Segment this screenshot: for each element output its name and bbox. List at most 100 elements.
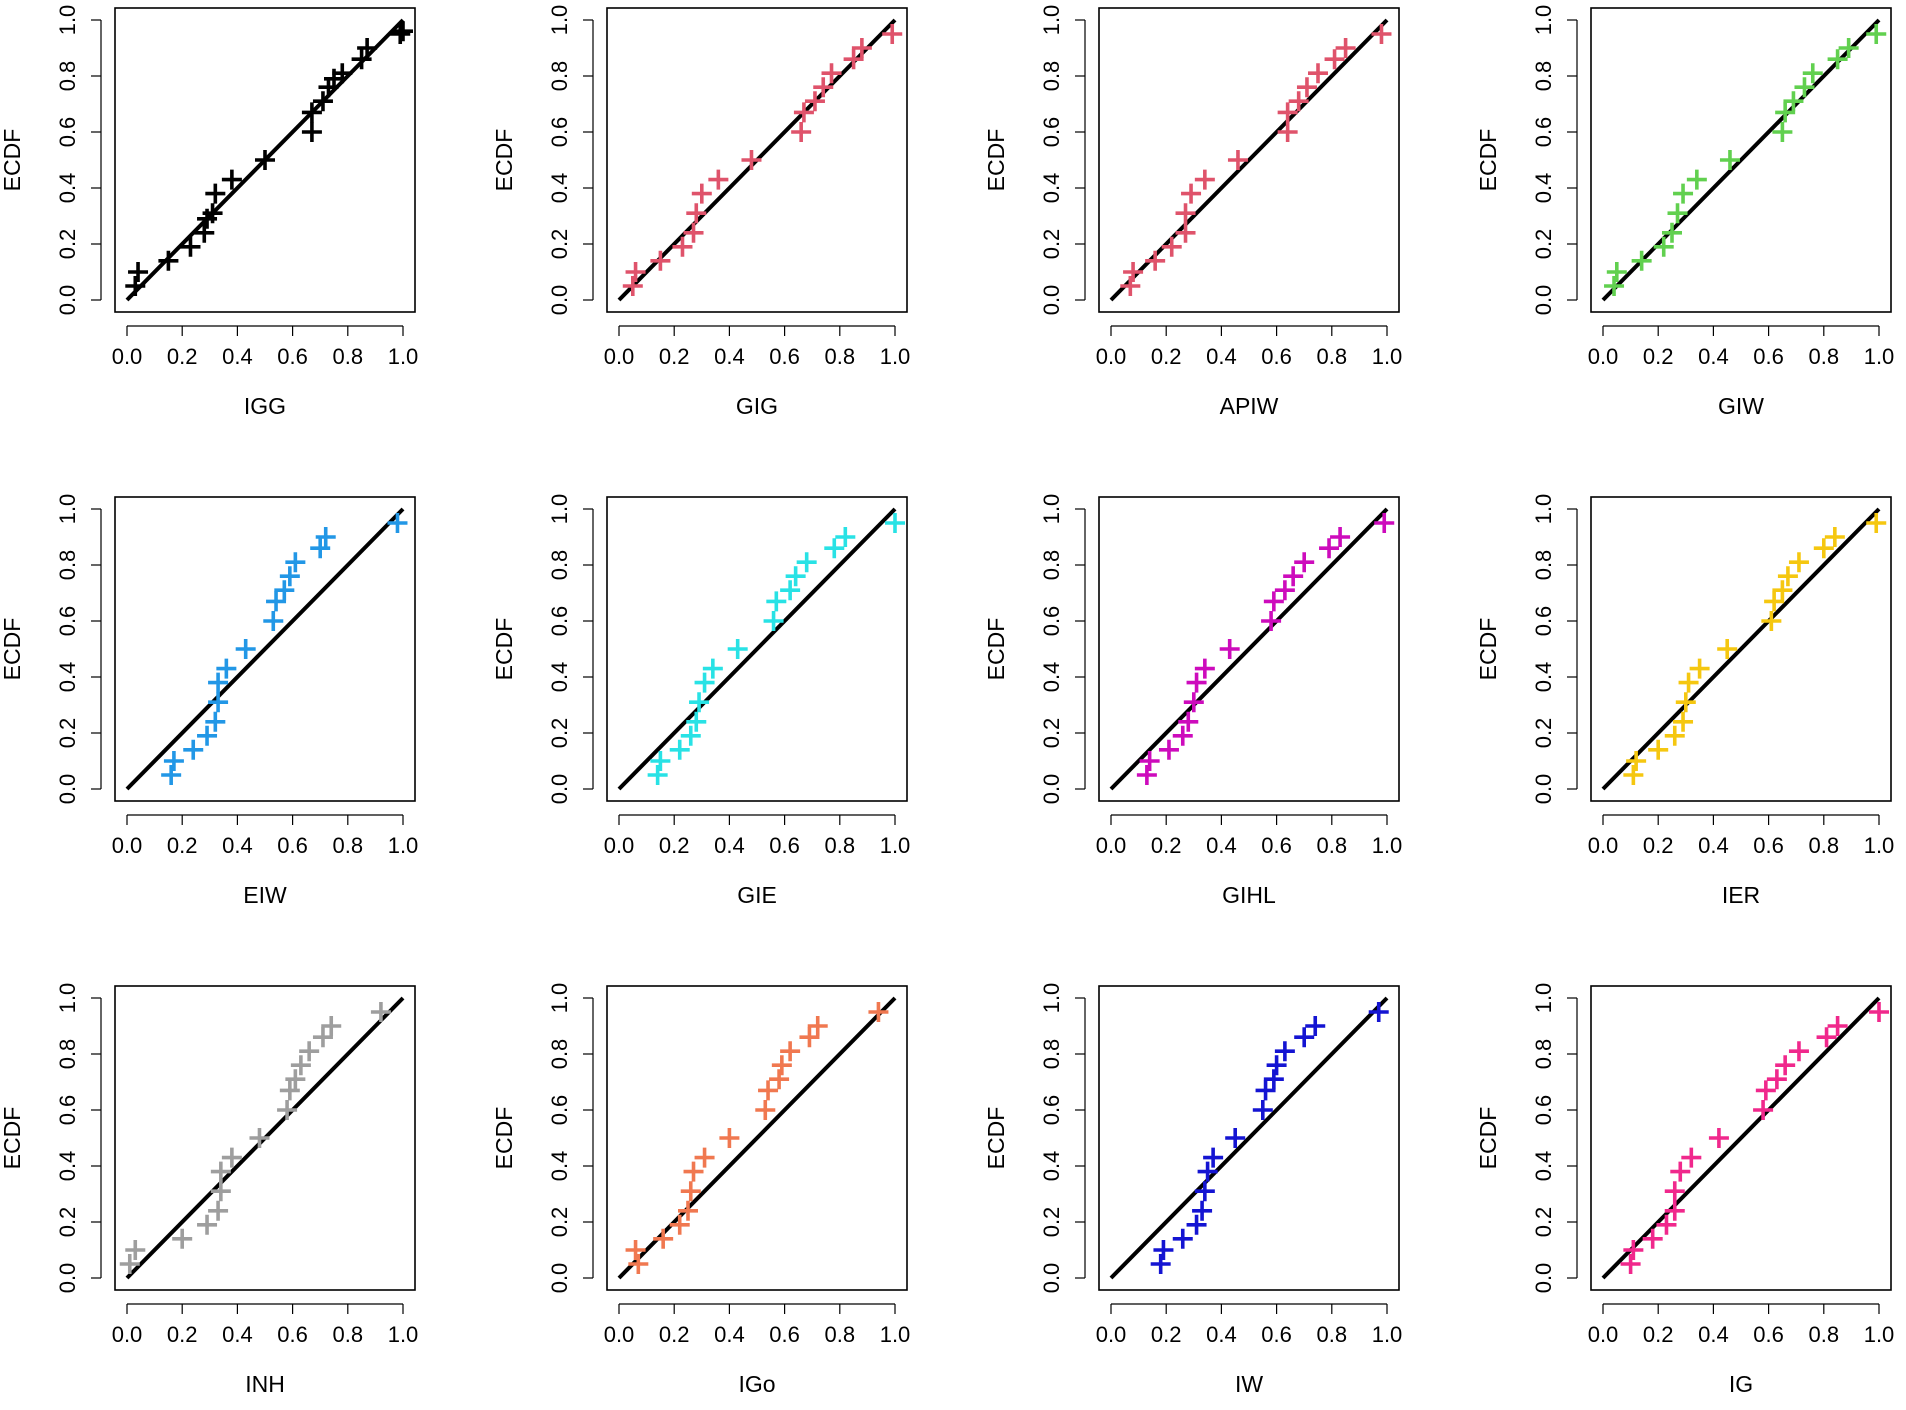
data-point: [274, 580, 295, 601]
y-tick-label: 0.8: [55, 61, 80, 92]
data-point: [1194, 1181, 1215, 1202]
plot-frame: [606, 496, 908, 802]
x-tick-label: 0.6: [769, 1322, 800, 1347]
data-point: [351, 49, 372, 70]
data-point: [1139, 751, 1160, 771]
data-point: [763, 611, 784, 631]
data-point: [357, 38, 378, 58]
y-axis-label: ECDF: [983, 1107, 1009, 1170]
panel-inh: 0.0 0.2 0.4 0.6 0.8 1.0 INH 0.0 0.2 0.4 0.6 0.8 1.0 E…: [0, 983, 418, 1397]
data-point: [694, 1147, 715, 1168]
data-point: [672, 236, 693, 257]
data-point: [1623, 765, 1644, 785]
y-tick-label: 0.4: [1531, 173, 1556, 204]
x-tick-label: 0.2: [1151, 833, 1182, 858]
x-tick-label: 0.6: [769, 344, 800, 369]
x-tick-label: 0.6: [1261, 344, 1292, 369]
reference-line: [617, 996, 897, 1280]
data-point: [1274, 1041, 1295, 1062]
data-point: [1266, 1055, 1287, 1076]
data-point: [1305, 1016, 1326, 1036]
data-point: [1775, 102, 1796, 123]
data-point: [208, 672, 229, 693]
x-tick-label: 0.8: [1317, 1322, 1348, 1347]
data-point: [1194, 658, 1215, 679]
y-tick-label: 1.0: [1531, 5, 1556, 36]
x-tick-label: 0.8: [333, 344, 364, 369]
x-tick-label: 0.0: [1588, 344, 1619, 369]
y-tick-label: 0.2: [55, 718, 80, 749]
data-point: [1670, 1161, 1691, 1182]
y-tick-label: 0.2: [547, 718, 572, 749]
data-point: [1673, 711, 1694, 732]
data-point: [1153, 1240, 1174, 1260]
data-point: [1255, 1080, 1276, 1101]
data-point: [1175, 203, 1196, 224]
data-point: [1869, 1002, 1889, 1022]
reference-line: [1109, 996, 1389, 1280]
data-point: [821, 63, 842, 84]
y-tick-label: 0.8: [55, 550, 80, 581]
x-tick-label: 1.0: [388, 1322, 419, 1347]
x-tick-label: 1.0: [1864, 1322, 1895, 1347]
y-tick-label: 1.0: [55, 983, 80, 1014]
reference-line: [125, 507, 405, 791]
y-axis-label: ECDF: [983, 618, 1009, 681]
y-tick-label: 0.2: [547, 229, 572, 260]
data-point: [1648, 739, 1669, 760]
reference-line: [1109, 18, 1389, 302]
x-tick-label: 0.2: [1151, 344, 1182, 369]
x-tick-label: 0.6: [1261, 1322, 1292, 1347]
data-point: [680, 1181, 701, 1202]
data-point: [702, 658, 723, 679]
data-point: [387, 513, 408, 533]
data-point: [1158, 739, 1179, 760]
y-tick-label: 0.2: [1531, 229, 1556, 260]
data-point: [686, 711, 707, 732]
data-point: [1371, 24, 1392, 44]
panel-apiw: 0.0 0.2 0.4 0.6 0.8 1.0 APIW 0.0 0.2 0.4 0.6 0.8 1.0…: [983, 5, 1402, 419]
y-tick-label: 0.0: [1039, 1263, 1064, 1294]
data-point: [766, 591, 787, 612]
y-tick-label: 0.2: [1039, 1207, 1064, 1238]
x-tick-label: 0.0: [1096, 344, 1127, 369]
data-point: [1653, 236, 1674, 257]
data-point: [1263, 591, 1284, 612]
data-point: [285, 552, 306, 573]
data-point: [1225, 1128, 1246, 1148]
data-point: [1775, 1055, 1796, 1076]
x-tick-label: 0.6: [1753, 344, 1784, 369]
y-tick-label: 0.6: [55, 606, 80, 637]
panel-iw: 0.0 0.2 0.4 0.6 0.8 1.0 IW 0.0 0.2 0.4 0.6 0.8 1.0 EC…: [983, 983, 1402, 1397]
data-point: [301, 102, 322, 123]
y-tick-label: 1.0: [1039, 494, 1064, 525]
y-axis-label: ECDF: [0, 129, 25, 192]
data-point: [1753, 1100, 1774, 1120]
x-tick-label: 0.8: [1317, 833, 1348, 858]
data-point: [1606, 262, 1627, 282]
x-tick-label: 0.2: [659, 833, 690, 858]
data-point: [163, 751, 184, 771]
x-tick-label: 0.8: [1809, 1322, 1840, 1347]
data-point: [1766, 1069, 1787, 1090]
panel-eiw: 0.0 0.2 0.4 0.6 0.8 1.0 EIW 0.0 0.2 0.4 0.6 0.8 1.0 E…: [0, 494, 418, 908]
data-point: [1319, 538, 1340, 559]
data-point: [824, 538, 845, 559]
data-point: [628, 1254, 649, 1274]
y-tick-label: 0.0: [547, 774, 572, 805]
x-tick-label: 0.4: [1698, 1322, 1729, 1347]
x-axis-label: INH: [245, 1371, 285, 1397]
data-point: [1631, 250, 1652, 271]
data-point: [885, 513, 905, 533]
x-tick-label: 1.0: [388, 344, 419, 369]
data-point: [780, 1041, 801, 1062]
panel-igg: 0.0 0.2 0.4 0.6 0.8 1.0 IGG 0.0 0.2 0.4 0.6 0.8 1.0 E…: [0, 5, 418, 419]
x-tick-label: 0.0: [1096, 833, 1127, 858]
data-point: [653, 1228, 674, 1249]
x-axis-label: IG: [1729, 1371, 1753, 1397]
x-tick-label: 0.2: [659, 1322, 690, 1347]
y-tick-label: 0.8: [1039, 61, 1064, 92]
y-tick-label: 0.6: [1531, 117, 1556, 148]
plot-frame: [1098, 496, 1400, 802]
